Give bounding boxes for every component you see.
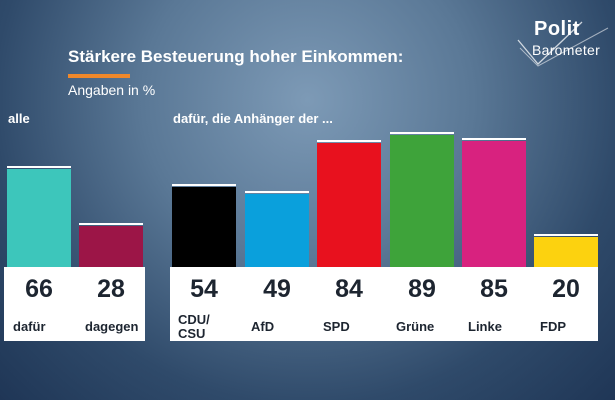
bar-top-line-1-5	[534, 234, 598, 237]
bar-top-line-1-2	[317, 139, 381, 142]
data-label-1-4: 85	[480, 275, 508, 303]
logo-check-icon	[517, 21, 609, 67]
data-label-1-0: 54	[190, 275, 218, 303]
chart-subtitle: Angaben in %	[68, 82, 156, 98]
bar-1-0	[172, 187, 236, 267]
bar-1-5	[534, 237, 598, 267]
bar-top-line-0-1	[79, 222, 143, 225]
bar-top-line-1-1	[245, 191, 309, 194]
group-label-1: dafür, die Anhänger der ...	[173, 111, 333, 126]
data-label-0-0: 66	[25, 275, 53, 303]
category-label-1-5: FDP	[540, 319, 566, 334]
bar-0-1	[79, 225, 143, 267]
category-label-1-3: Grüne	[396, 319, 435, 334]
bar-top-line-1-0	[172, 184, 236, 187]
data-label-1-3: 89	[408, 275, 436, 303]
category-label-1-1: AfD	[251, 319, 275, 334]
bar-1-3	[390, 135, 454, 267]
logo-text-barometer: Barometer	[532, 42, 601, 58]
label-panel-1	[170, 267, 598, 341]
bar-1-2	[317, 142, 381, 267]
politbarometer-logo: Polit Barometer	[512, 18, 612, 70]
logo-text-polit: Polit	[534, 18, 580, 40]
data-label-0-1: 28	[97, 275, 125, 303]
bar-top-line-1-4	[462, 138, 526, 141]
title-accent-line	[68, 74, 130, 78]
bar-top-line-1-3	[390, 132, 454, 135]
bar-1-1	[245, 194, 309, 267]
bar-top-line-0-0	[7, 166, 71, 169]
data-label-1-2: 84	[335, 275, 363, 303]
category-label-0-0: dafür	[13, 319, 46, 334]
group-label-0: alle	[8, 111, 30, 126]
data-label-1-1: 49	[263, 275, 291, 303]
category-label-1-4: Linke	[468, 319, 502, 334]
bar-0-0	[7, 169, 71, 267]
label-panel-0	[4, 267, 145, 341]
category-label-1-0: CDU/CSU	[178, 312, 210, 341]
category-label-0-1: dagegen	[85, 319, 139, 334]
category-label-1-2: SPD	[323, 319, 350, 334]
chart-title: Stärkere Besteuerung hoher Einkommen:	[68, 47, 404, 66]
bar-1-4	[462, 141, 526, 267]
data-label-1-5: 20	[552, 275, 580, 303]
